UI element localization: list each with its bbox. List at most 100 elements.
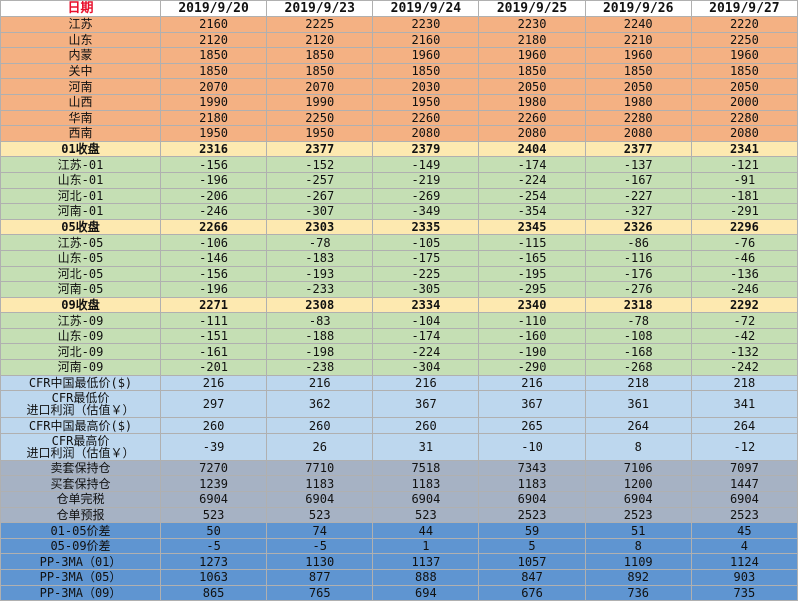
value-cell: 264: [690, 417, 799, 434]
value-cell: -165: [478, 249, 586, 267]
row-label: 河南-01: [0, 203, 161, 220]
value-cell: 4: [690, 537, 799, 555]
row-label: 05-09价差: [0, 537, 161, 555]
value-cell: -152: [266, 156, 374, 173]
row-label-text: 河北-05: [57, 266, 104, 281]
value-cell: -225: [372, 265, 480, 283]
table-row: PP-3MA（05） 1063 877 888 847 892 903: [0, 569, 799, 586]
value-cell: 2120: [159, 31, 268, 49]
row-label-text: 华南: [68, 110, 93, 125]
row-label: 河南-05: [0, 281, 161, 298]
value-cell: -190: [478, 343, 586, 361]
value-cell: 1850: [690, 62, 799, 80]
value-cell: 2240: [584, 16, 692, 33]
value-cell: 216: [159, 374, 268, 392]
row-label-text: 西南: [68, 126, 93, 141]
value-cell: 2271: [159, 296, 268, 314]
value-cell: 341: [690, 390, 799, 419]
table-row: 山东-01 -196 -257 -219 -224 -167 -91: [0, 171, 799, 189]
table-row: PP-3MA（09） 865 765 694 676 736 735: [0, 584, 799, 601]
table-row: CFR中国最低价($) 216 216 216 216 218 218: [0, 374, 799, 392]
row-label: CFR最高价 进口利润（估值￥）: [0, 432, 161, 461]
value-cell: 1239: [159, 475, 268, 493]
table-row: 内蒙 1850 1850 1960 1960 1960 1960: [0, 47, 799, 64]
value-cell: 1960: [372, 47, 480, 64]
row-label-text: 卖套保持仓: [50, 461, 111, 476]
value-cell: -12: [690, 432, 799, 461]
table-row: 华南 2180 2250 2260 2260 2280 2280: [0, 109, 799, 127]
row-label-text: 关中: [68, 64, 93, 79]
table-row: 江苏-05 -106 -78 -105 -115 -86 -76: [0, 234, 799, 251]
row-label-text: 江苏-01: [57, 157, 104, 172]
value-cell: 1: [372, 537, 480, 555]
value-cell: 367: [478, 390, 586, 419]
value-cell: -198: [266, 343, 374, 361]
value-cell: 2250: [266, 109, 374, 127]
table-row: 山西 1990 1990 1950 1980 1980 2000: [0, 93, 799, 111]
value-cell: -176: [584, 265, 692, 283]
row-label: 山西: [0, 93, 161, 111]
row-label-text: PP-3MA（01）: [39, 554, 122, 569]
value-cell: 2334: [372, 296, 480, 314]
value-cell: -219: [372, 171, 480, 189]
row-label-text: 仓单完税: [56, 492, 105, 507]
value-cell: -46: [690, 249, 799, 267]
date-header: 2019/9/20: [159, 0, 268, 17]
value-cell: 1183: [266, 475, 374, 493]
row-label: 河北-05: [0, 265, 161, 283]
row-label-text: 河南-01: [57, 204, 104, 219]
value-cell: 877: [266, 569, 374, 586]
value-cell: 297: [159, 390, 268, 419]
row-label-text: 江苏: [68, 17, 93, 32]
table-row: 江苏-09 -111 -83 -104 -110 -78 -72: [0, 312, 799, 329]
value-cell: 2230: [372, 16, 480, 33]
value-cell: 1200: [584, 475, 692, 493]
value-cell: -115: [478, 234, 586, 251]
value-cell: 2326: [584, 218, 692, 236]
value-cell: 6904: [159, 491, 268, 508]
value-cell: -168: [584, 343, 692, 361]
value-cell: 2050: [478, 78, 586, 95]
value-cell: 7518: [372, 459, 480, 477]
row-label-text: CFR最高价: [51, 433, 110, 448]
value-cell: -167: [584, 171, 692, 189]
value-cell: 2180: [478, 31, 586, 49]
date-header: 2019/9/24: [372, 0, 480, 17]
row-label: 01-05价差: [0, 522, 161, 539]
value-cell: 865: [159, 584, 268, 601]
value-cell: 6904: [372, 491, 480, 508]
table-row: 01收盘 2316 2377 2379 2404 2377 2341: [0, 140, 799, 158]
table-row: 西南 1950 1950 2080 2080 2080 2080: [0, 125, 799, 142]
value-cell: 7270: [159, 459, 268, 477]
table-row: 05收盘 2266 2303 2335 2345 2326 2296: [0, 218, 799, 236]
value-cell: 2080: [584, 125, 692, 142]
value-cell: 2340: [478, 296, 586, 314]
value-cell: 2180: [159, 109, 268, 127]
value-cell: 694: [372, 584, 480, 601]
value-cell: 2379: [372, 140, 480, 158]
row-label: 卖套保持仓: [0, 459, 161, 477]
value-cell: -327: [584, 203, 692, 220]
value-cell: -160: [478, 327, 586, 345]
row-label: PP-3MA（09）: [0, 584, 161, 601]
value-cell: 1850: [159, 47, 268, 64]
value-cell: 1850: [584, 62, 692, 80]
value-cell: -295: [478, 281, 586, 298]
value-cell: 1850: [266, 47, 374, 64]
value-cell: -174: [372, 327, 480, 345]
value-cell: -304: [372, 359, 480, 376]
value-cell: -156: [159, 265, 268, 283]
value-cell: -91: [690, 171, 799, 189]
row-label: 西南: [0, 125, 161, 142]
value-cell: -201: [159, 359, 268, 376]
row-label-text: PP-3MA（05）: [39, 570, 122, 585]
value-cell: -227: [584, 187, 692, 205]
value-cell: 1950: [372, 93, 480, 111]
table-row: 山东-05 -146 -183 -175 -165 -116 -46: [0, 249, 799, 267]
table-row: 河南-05 -196 -233 -305 -295 -276 -246: [0, 281, 799, 298]
value-cell: -146: [159, 249, 268, 267]
value-cell: 2318: [584, 296, 692, 314]
value-cell: 2404: [478, 140, 586, 158]
